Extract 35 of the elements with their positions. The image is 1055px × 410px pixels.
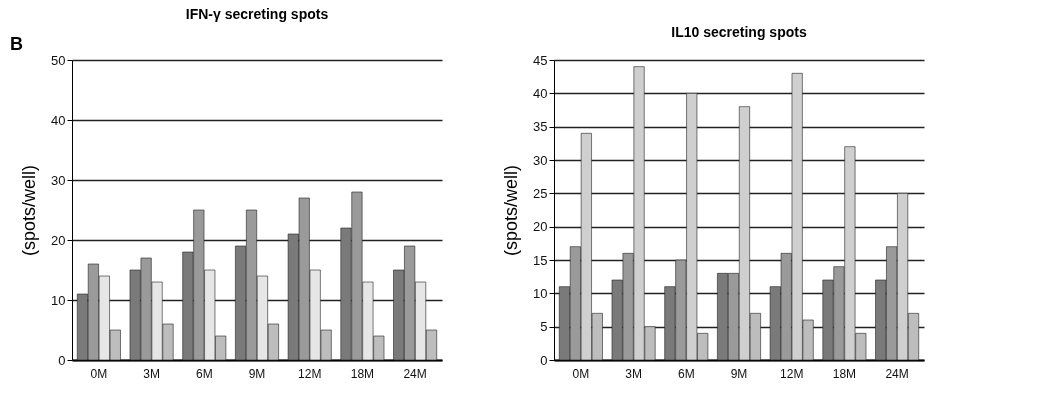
y-tick-label: 5 xyxy=(540,319,548,335)
y-tick-label: 0 xyxy=(540,352,548,368)
y-tick-label: 25 xyxy=(533,185,548,201)
y-tick-label: 20 xyxy=(533,219,548,235)
x-tick-label: 0M xyxy=(572,366,590,381)
x-tick-label: 24M xyxy=(885,366,909,381)
y-tick-label: 10 xyxy=(51,292,66,308)
y-tick-label: 45 xyxy=(533,52,548,68)
x-tick-label: 24M xyxy=(403,366,427,381)
x-tick-label: 3M xyxy=(143,366,160,381)
x-tick-label: 9M xyxy=(730,366,748,381)
y-tick-label: 0 xyxy=(58,352,66,368)
x-tick-label: 12M xyxy=(780,366,804,381)
y-tick-label: 40 xyxy=(51,112,66,128)
y-tick-label: 20 xyxy=(51,232,66,248)
y-tick-label: 30 xyxy=(533,152,548,168)
y-axis-title: (spots/well) xyxy=(501,164,522,257)
x-tick-label: 0M xyxy=(90,366,108,381)
x-tick-label: 9M xyxy=(248,366,266,381)
y-tick-label: 50 xyxy=(51,52,66,68)
x-tick-label: 18M xyxy=(350,366,375,381)
x-tick-label: 12M xyxy=(298,366,322,381)
y-tick-label: 40 xyxy=(533,85,548,101)
y-tick-label: 10 xyxy=(533,285,548,301)
y-tick-label: 30 xyxy=(51,172,66,188)
y-axis-title: (spots/well) xyxy=(19,164,40,257)
y-tick-label: 15 xyxy=(533,252,548,268)
chart-title: IL10 secreting spots xyxy=(671,24,807,40)
x-tick-label: 3M xyxy=(625,366,642,381)
x-tick-label: 6M xyxy=(195,366,213,381)
x-tick-label: 6M xyxy=(677,366,695,381)
x-tick-label: 18M xyxy=(832,366,857,381)
chart-title: IFN-γ secreting spots xyxy=(185,6,329,22)
text: B xyxy=(10,34,23,54)
y-tick-label: 35 xyxy=(533,119,548,135)
